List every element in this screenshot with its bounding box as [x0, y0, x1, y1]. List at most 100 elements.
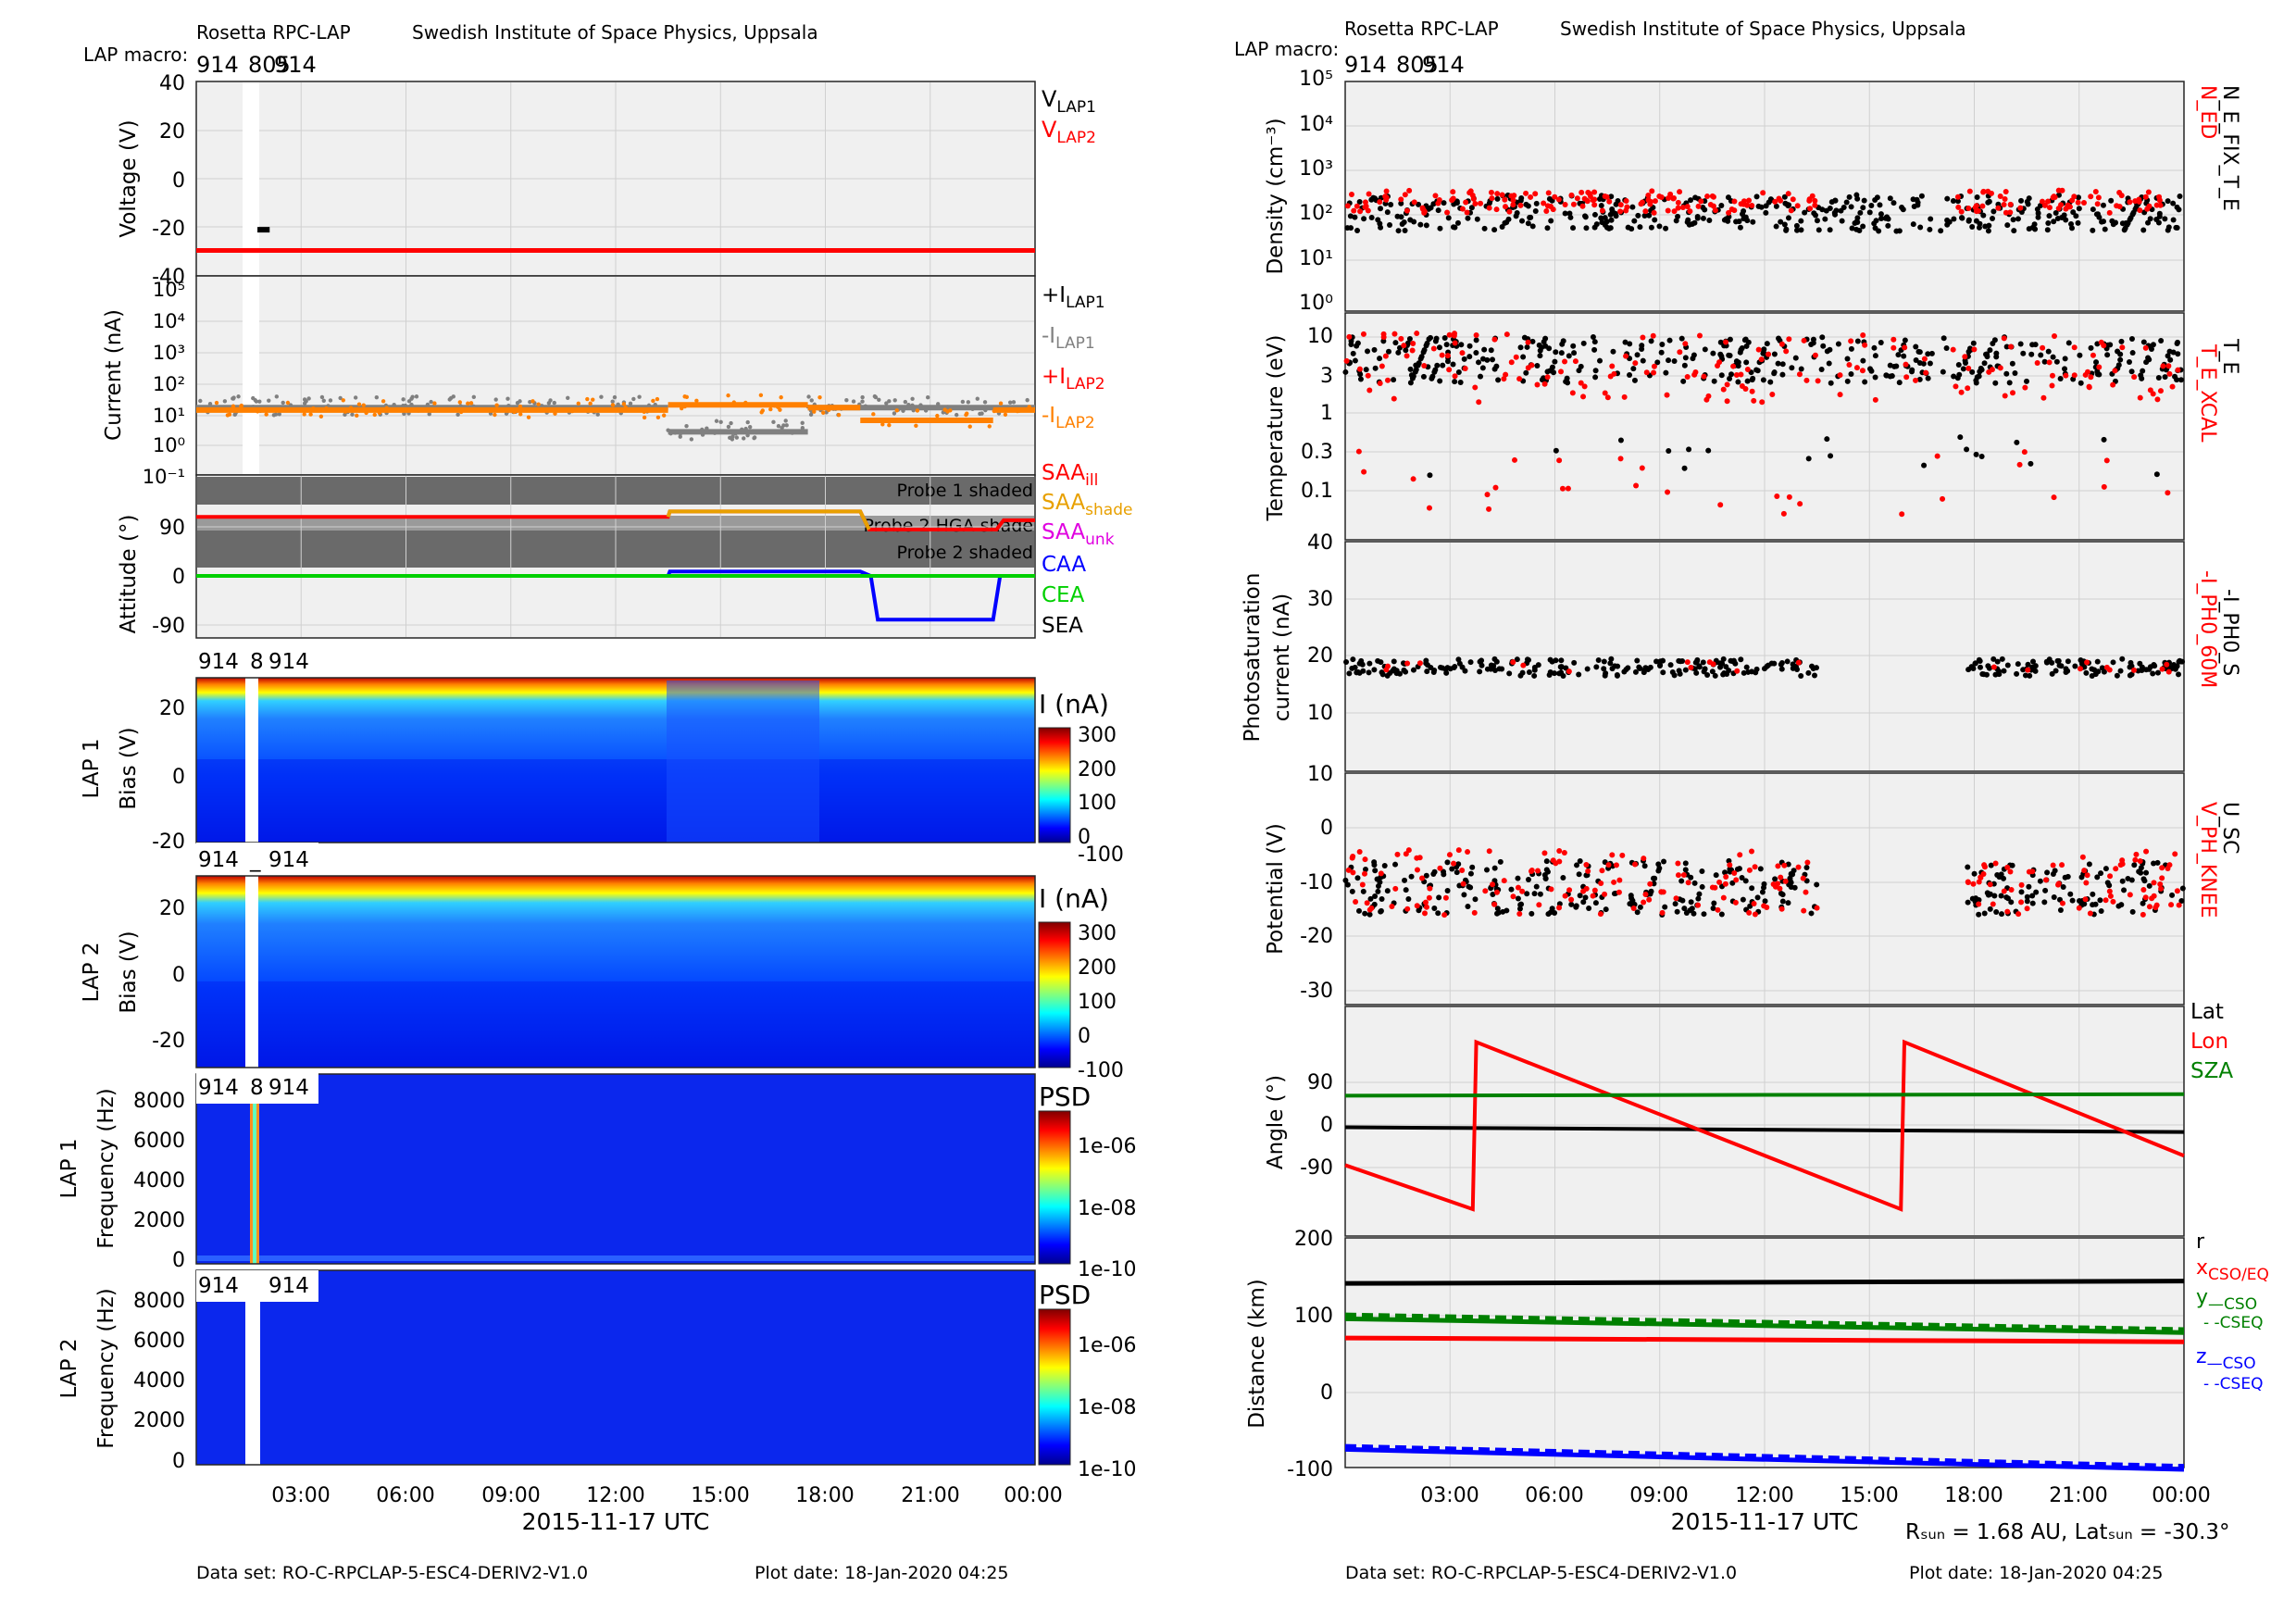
photo-point	[1810, 666, 1816, 672]
current-point	[776, 423, 781, 429]
temperature-point	[1682, 341, 1689, 347]
temperature-point	[1433, 335, 1440, 342]
potential-point	[1446, 852, 1453, 858]
current-point	[623, 406, 628, 410]
potential-point	[2127, 892, 2133, 898]
potential-point	[1781, 862, 1788, 868]
temperature-point	[2040, 394, 2047, 401]
right-macro-3: 914	[1422, 52, 1465, 78]
potential-point	[2004, 864, 2011, 870]
voltage-series	[196, 227, 1035, 253]
potential-point	[1421, 910, 1428, 917]
density-point	[2070, 209, 2077, 216]
current-point	[790, 431, 794, 435]
potential-point	[2050, 870, 2056, 877]
potential-point	[1659, 909, 1666, 916]
psd-lap2-texture	[196, 1270, 1035, 1465]
density-ytick: 10⁴	[1299, 113, 1333, 136]
left-footer-plotdate: Plot date: 18-Jan-2020 04:25	[755, 1563, 1009, 1583]
density-point	[1914, 196, 1920, 203]
photo-point	[2114, 672, 2120, 679]
current-point	[836, 413, 842, 418]
temperature-point	[2117, 351, 2124, 357]
potential-point	[2008, 899, 2015, 906]
potential-point	[1414, 903, 1420, 909]
photo-point	[2053, 668, 2059, 674]
temperature-point	[1705, 447, 1712, 454]
temperature-point	[1432, 367, 1439, 373]
spec-lap1-ytick: 0	[172, 766, 185, 789]
potential-point	[2110, 898, 2116, 905]
photo-label-red: -I_PH0_60M	[2196, 570, 2219, 688]
distance-line-1	[1344, 1279, 2185, 1286]
density-point	[1368, 214, 1375, 220]
temperature-point	[1956, 371, 1963, 378]
density-point	[1877, 202, 1883, 208]
density-ylabel: Density (cm⁻³)	[1264, 118, 1288, 274]
temperature-point	[2010, 390, 2016, 396]
temperature-point	[1479, 365, 1486, 371]
temperature-point	[1459, 350, 1466, 356]
current-point	[745, 432, 750, 438]
current-point	[860, 399, 865, 404]
density-scatter	[1344, 187, 2183, 234]
temperature-ytick: 0.3	[1301, 441, 1333, 464]
potential-point	[1688, 899, 1694, 906]
current-point	[910, 403, 915, 408]
potential-point	[1566, 887, 1573, 893]
current-point	[267, 398, 271, 403]
density-point	[1454, 219, 1461, 226]
current-point	[980, 411, 984, 416]
density-point	[1965, 205, 1972, 211]
potential-point	[2026, 868, 2032, 875]
potential-point	[1655, 861, 1662, 868]
photo-point	[2092, 671, 2099, 678]
potential-point	[1770, 881, 1777, 888]
current-point	[884, 401, 889, 406]
temperature-point	[1591, 346, 1598, 353]
attitude-line-2	[666, 509, 871, 531]
potential-point	[1981, 862, 1988, 868]
photo-point	[1393, 670, 1400, 677]
density-point	[2031, 221, 2038, 228]
density-point	[1435, 207, 1441, 214]
temperature-point	[1684, 374, 1691, 381]
density-point	[1868, 202, 1875, 208]
density-point	[1481, 225, 1488, 231]
potential-point	[1761, 903, 1767, 909]
potential-point	[1740, 896, 1746, 903]
potential-point	[1392, 885, 1399, 892]
temperature-point	[1416, 360, 1422, 367]
density-point	[1598, 215, 1604, 221]
density-point	[1468, 205, 1475, 211]
temperature-point	[1701, 373, 1707, 380]
potential-point	[1992, 860, 1999, 867]
temperature-point	[1953, 383, 1959, 390]
potential-point	[1729, 880, 1736, 886]
potential-point	[1777, 885, 1783, 892]
spec-lap1-frame	[195, 677, 1036, 843]
psd-lap1-panel: 914 8 914 8000 6000 4000 2000 0 LAP 1 Fr…	[57, 1072, 1136, 1281]
photo-point	[2015, 661, 2021, 668]
temperature-point	[1890, 344, 1897, 351]
potential-point	[1536, 902, 1542, 908]
current-point	[772, 404, 778, 408]
photo-point	[2020, 667, 2027, 673]
potential-point	[1469, 864, 1476, 870]
current-point	[914, 423, 918, 428]
current-point	[682, 404, 687, 409]
temperature-point	[1558, 350, 1565, 356]
temperature-point	[2057, 375, 2064, 381]
photo-point	[1994, 658, 2001, 665]
potential-point	[1641, 899, 1647, 906]
temperature-point	[1818, 366, 1825, 372]
current-point	[1025, 397, 1029, 403]
potential-point	[2087, 910, 2093, 917]
current-point	[350, 412, 355, 417]
potential-point	[1542, 875, 1549, 881]
current-point	[505, 396, 510, 401]
density-point	[1513, 213, 1519, 219]
spec-lap1-ytick: 20	[159, 697, 185, 720]
density-point	[1623, 198, 1629, 205]
potential-point	[1803, 889, 1809, 895]
